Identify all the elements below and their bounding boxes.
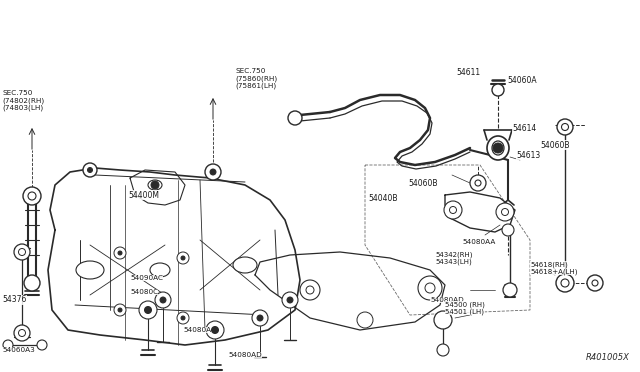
Text: 54080A: 54080A <box>183 327 211 333</box>
Circle shape <box>19 330 26 337</box>
Circle shape <box>155 292 171 308</box>
Text: 54342(RH)
54343(LH): 54342(RH) 54343(LH) <box>435 251 472 265</box>
Circle shape <box>492 84 504 96</box>
Text: SEC.750
(74802(RH)
(74803(LH): SEC.750 (74802(RH) (74803(LH) <box>2 90 44 111</box>
Text: 54500 (RH)
54501 (LH): 54500 (RH) 54501 (LH) <box>445 301 485 315</box>
Text: 54040B: 54040B <box>368 193 397 202</box>
Circle shape <box>177 252 189 264</box>
Circle shape <box>444 201 462 219</box>
Circle shape <box>160 297 166 303</box>
Circle shape <box>24 275 40 291</box>
Circle shape <box>151 181 159 189</box>
Circle shape <box>493 143 503 153</box>
Circle shape <box>300 280 320 300</box>
Text: SEC.750
(75860(RH)
(75861(LH): SEC.750 (75860(RH) (75861(LH) <box>235 68 277 89</box>
Circle shape <box>205 164 221 180</box>
Circle shape <box>23 187 41 205</box>
Circle shape <box>425 283 435 293</box>
Circle shape <box>210 169 216 175</box>
Text: 54080AA: 54080AA <box>462 239 495 245</box>
Circle shape <box>503 283 517 297</box>
Circle shape <box>3 340 13 350</box>
Circle shape <box>561 124 568 131</box>
Text: 54618(RH)
54618+A(LH): 54618(RH) 54618+A(LH) <box>530 261 577 275</box>
Circle shape <box>288 111 302 125</box>
Text: 54080AD: 54080AD <box>430 297 464 303</box>
Circle shape <box>118 251 122 255</box>
Text: 54090AC: 54090AC <box>130 275 163 281</box>
Circle shape <box>282 292 298 308</box>
Circle shape <box>252 310 268 326</box>
Circle shape <box>418 276 442 300</box>
Ellipse shape <box>76 261 104 279</box>
Text: 54060A: 54060A <box>507 76 536 84</box>
Circle shape <box>37 340 47 350</box>
Circle shape <box>118 308 122 312</box>
Circle shape <box>557 119 573 135</box>
Text: 54613: 54613 <box>516 151 540 160</box>
Circle shape <box>556 274 574 292</box>
Text: 54080AD: 54080AD <box>228 352 262 358</box>
Circle shape <box>211 327 218 334</box>
Circle shape <box>470 175 486 191</box>
Text: 54060B: 54060B <box>540 141 570 150</box>
Circle shape <box>114 247 126 259</box>
Circle shape <box>14 325 30 341</box>
Text: 54376: 54376 <box>2 295 26 305</box>
Ellipse shape <box>148 180 162 190</box>
Ellipse shape <box>487 136 509 160</box>
Text: 54611: 54611 <box>456 67 480 77</box>
Circle shape <box>139 301 157 319</box>
Circle shape <box>14 244 30 260</box>
Circle shape <box>587 275 603 291</box>
Circle shape <box>19 248 26 256</box>
Circle shape <box>28 192 36 200</box>
Circle shape <box>83 163 97 177</box>
Circle shape <box>434 311 452 329</box>
Circle shape <box>592 280 598 286</box>
Ellipse shape <box>492 141 504 155</box>
Circle shape <box>502 224 514 236</box>
Text: 54614: 54614 <box>512 124 536 132</box>
Circle shape <box>437 344 449 356</box>
Text: 54400M: 54400M <box>128 190 159 199</box>
Text: 54060B: 54060B <box>408 179 438 187</box>
Circle shape <box>145 307 152 314</box>
Circle shape <box>257 315 263 321</box>
Circle shape <box>88 167 93 173</box>
Text: R401005X: R401005X <box>586 353 630 362</box>
Circle shape <box>561 279 569 287</box>
Circle shape <box>181 316 185 320</box>
Circle shape <box>114 304 126 316</box>
Ellipse shape <box>233 257 257 273</box>
Circle shape <box>306 286 314 294</box>
Text: 54060A3: 54060A3 <box>2 347 35 353</box>
Circle shape <box>496 203 514 221</box>
Circle shape <box>502 208 509 215</box>
Circle shape <box>449 206 456 214</box>
Text: 54080C: 54080C <box>130 289 158 295</box>
Circle shape <box>287 297 293 303</box>
Circle shape <box>357 312 373 328</box>
Circle shape <box>177 312 189 324</box>
Circle shape <box>475 180 481 186</box>
Circle shape <box>181 256 185 260</box>
Ellipse shape <box>150 263 170 277</box>
Circle shape <box>206 321 224 339</box>
